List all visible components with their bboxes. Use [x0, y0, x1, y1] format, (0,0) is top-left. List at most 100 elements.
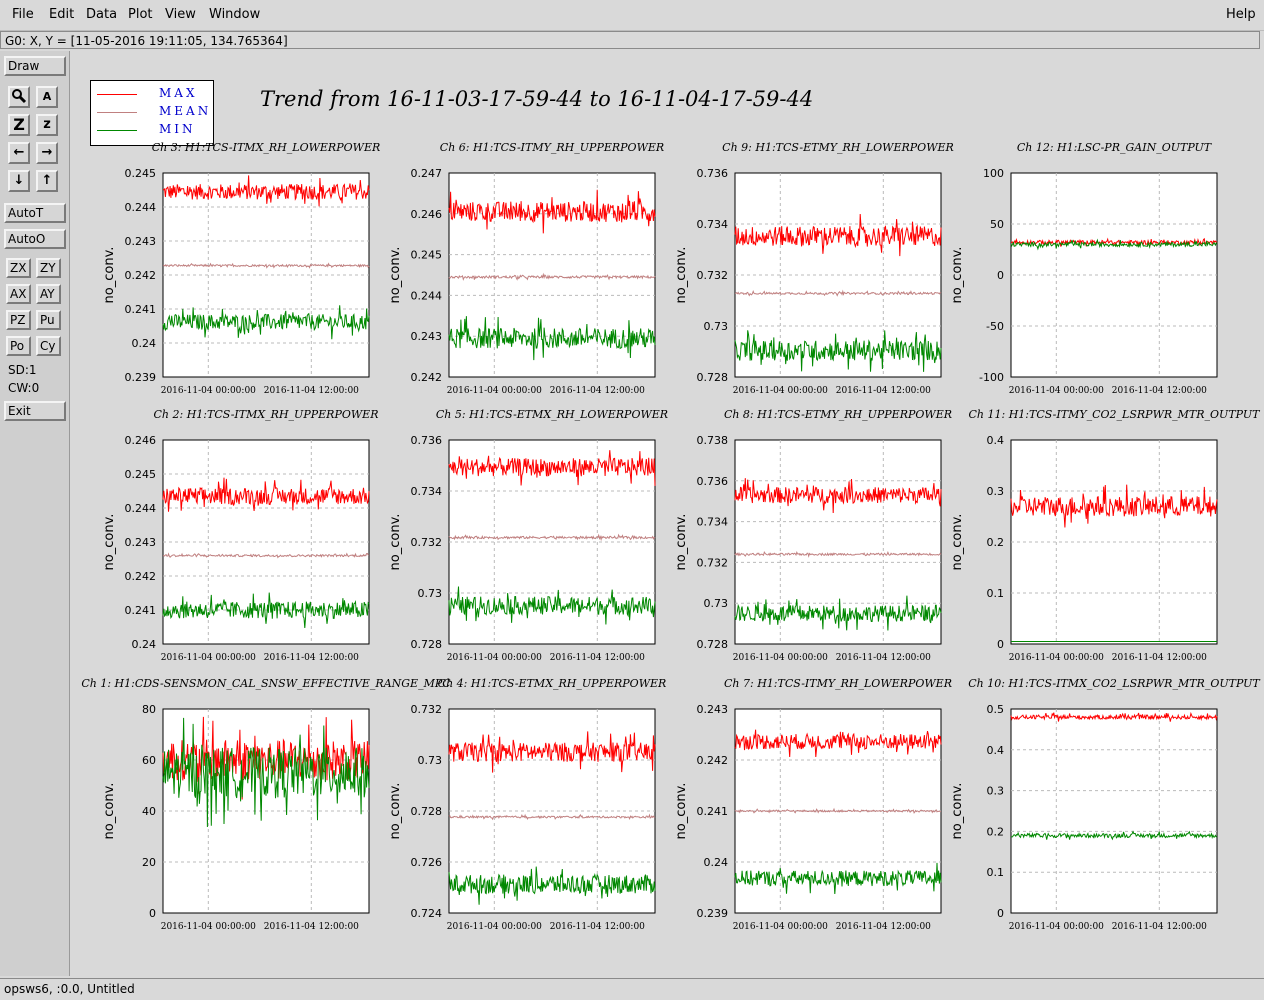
legend-line-min: [97, 130, 137, 131]
trend-charts: Ch 3: H1:TCS-ITMX_RH_LOWERPOWER0.2450.24…: [81, 141, 1262, 932]
y-tick-label: 0.732: [411, 703, 443, 716]
legend-line-max: [97, 94, 137, 95]
pz-button[interactable]: PZ: [6, 310, 31, 330]
pan-left-button[interactable]: ←: [8, 142, 30, 164]
chart-10: Ch 4: H1:TCS-ETMX_RH_UPPERPOWER 0.732 0.73…: [388, 677, 666, 932]
y-tick-label: 0.239: [697, 907, 729, 920]
series-max: [734, 478, 942, 514]
draw-button[interactable]: Draw: [4, 56, 66, 76]
y-tick-label: 0.73: [704, 320, 729, 333]
y-tick-label: 0.245: [411, 249, 443, 262]
y-tick-label: 0.728: [697, 638, 729, 651]
y-tick-label: 0.245: [125, 167, 157, 180]
chart-title: Ch 8: H1:TCS-ETMY_RH_UPPERPOWER: [724, 408, 952, 421]
y-tick-label: 0.1: [987, 587, 1005, 600]
y-axis-label: no_conv.: [950, 247, 965, 304]
chart-9: Ch 1: H1:CDS-SENSMON_CAL_SNSW_EFFECTIVE_…: [81, 677, 451, 932]
zx-button[interactable]: ZX: [6, 258, 31, 278]
x-tick-label: 2016-11-04 00:00:00: [161, 386, 256, 396]
series-mean: [162, 262, 370, 269]
series-mean: [734, 807, 942, 814]
y-tick-label: 0.3: [987, 785, 1005, 798]
ax-button[interactable]: AX: [6, 284, 31, 304]
menu-data[interactable]: Data: [86, 7, 118, 22]
series-max: [448, 731, 656, 773]
x-tick-label: 2016-11-04 00:00:00: [733, 922, 828, 932]
menu-help[interactable]: Help: [1226, 7, 1256, 22]
cy-button[interactable]: Cy: [36, 336, 61, 356]
x-tick-label: 2016-11-04 12:00:00: [264, 922, 359, 932]
series-min: [162, 717, 370, 828]
chart-title: Ch 10: H1:TCS-ITMX_CO2_LSRPWR_MTR_OUTPUT: [968, 677, 1261, 690]
text-tool-button[interactable]: A: [36, 86, 58, 108]
zy-button[interactable]: ZY: [36, 258, 61, 278]
legend-label-mean: MEAN: [159, 104, 212, 118]
autot-button[interactable]: AutoT: [4, 203, 66, 223]
arrow-left-icon: ←: [13, 145, 25, 160]
series-min: [448, 316, 656, 361]
menu-file[interactable]: File: [12, 7, 34, 22]
arrow-up-icon: ↑: [41, 173, 53, 188]
series-min: [1010, 830, 1218, 841]
series-max: [162, 175, 370, 207]
y-tick-label: 0.244: [125, 502, 157, 515]
y-tick-label: 0.728: [411, 638, 443, 651]
legend-item-min: MIN: [97, 122, 209, 140]
series-max: [1010, 484, 1218, 528]
pan-right-button[interactable]: →: [36, 142, 58, 164]
arrow-right-icon: →: [41, 145, 53, 160]
chart-1: Ch 3: H1:TCS-ITMX_RH_LOWERPOWER 0.245 0.24…: [102, 141, 380, 396]
y-tick-label: 0.73: [704, 597, 729, 610]
y-tick-label: 50: [990, 218, 1004, 231]
series-min: [448, 586, 656, 625]
y-tick-label: 0.247: [411, 167, 443, 180]
legend-label-max: MAX: [159, 86, 198, 100]
y-tick-label: -50: [986, 320, 1004, 333]
y-tick-label: 0.244: [411, 289, 443, 302]
zoom-out-button[interactable]: z: [36, 114, 58, 136]
x-tick-label: 2016-11-04 00:00:00: [1009, 653, 1104, 663]
exit-button[interactable]: Exit: [4, 401, 66, 421]
x-tick-label: 2016-11-04 00:00:00: [733, 653, 828, 663]
zoom-in-button[interactable]: Z: [8, 114, 30, 136]
y-tick-label: 0.243: [125, 235, 157, 248]
x-tick-label: 2016-11-04 00:00:00: [447, 653, 542, 663]
y-tick-label: 0.241: [697, 805, 729, 818]
cw-readout: CW:0: [8, 381, 40, 395]
pan-up-button[interactable]: ↑: [36, 170, 58, 192]
pu-button[interactable]: Pu: [36, 310, 61, 330]
chart-title: Ch 11: H1:TCS-ITMY_CO2_LSRPWR_MTR_OUTPUT: [969, 408, 1262, 421]
chart-title: Ch 7: H1:TCS-ITMY_RH_LOWERPOWER: [724, 677, 952, 690]
series-max: [734, 213, 942, 257]
x-tick-label: 2016-11-04 12:00:00: [550, 922, 645, 932]
y-tick-label: 0.738: [697, 434, 729, 447]
menu-window[interactable]: Window: [209, 7, 261, 22]
po-button[interactable]: Po: [6, 336, 31, 356]
x-tick-label: 2016-11-04 12:00:00: [836, 653, 931, 663]
y-axis-label: no_conv.: [388, 783, 403, 840]
legend-item-max: MAX: [97, 86, 209, 104]
y-tick-label: 0.243: [125, 536, 157, 549]
y-axis-label: no_conv.: [950, 514, 965, 571]
y-tick-label: 0.734: [411, 485, 443, 498]
chart-11: Ch 7: H1:TCS-ITMY_RH_LOWERPOWER 0.243 0.24…: [674, 677, 952, 932]
menu-plot[interactable]: Plot: [128, 7, 153, 22]
x-tick-label: 2016-11-04 00:00:00: [1009, 386, 1104, 396]
y-tick-label: 0.241: [125, 604, 157, 617]
series-mean: [448, 813, 656, 821]
pan-down-button[interactable]: ↓: [8, 170, 30, 192]
y-tick-label: 0.726: [411, 856, 443, 869]
series-max: [162, 716, 370, 800]
menu-edit[interactable]: Edit: [49, 7, 75, 22]
autoo-button[interactable]: AutoO: [4, 229, 66, 249]
series-max: [448, 189, 656, 234]
y-tick-label: 0.3: [987, 485, 1005, 498]
ay-button[interactable]: AY: [36, 284, 61, 304]
series-mean: [734, 289, 942, 297]
sd-readout: SD:1: [8, 363, 37, 377]
y-tick-label: 0.73: [418, 754, 443, 767]
pointer-tool-button[interactable]: [8, 86, 30, 108]
chart-6: Ch 5: H1:TCS-ETMX_RH_LOWERPOWER 0.736 0.73…: [388, 408, 668, 663]
menu-view[interactable]: View: [165, 7, 196, 22]
x-tick-label: 2016-11-04 00:00:00: [447, 922, 542, 932]
